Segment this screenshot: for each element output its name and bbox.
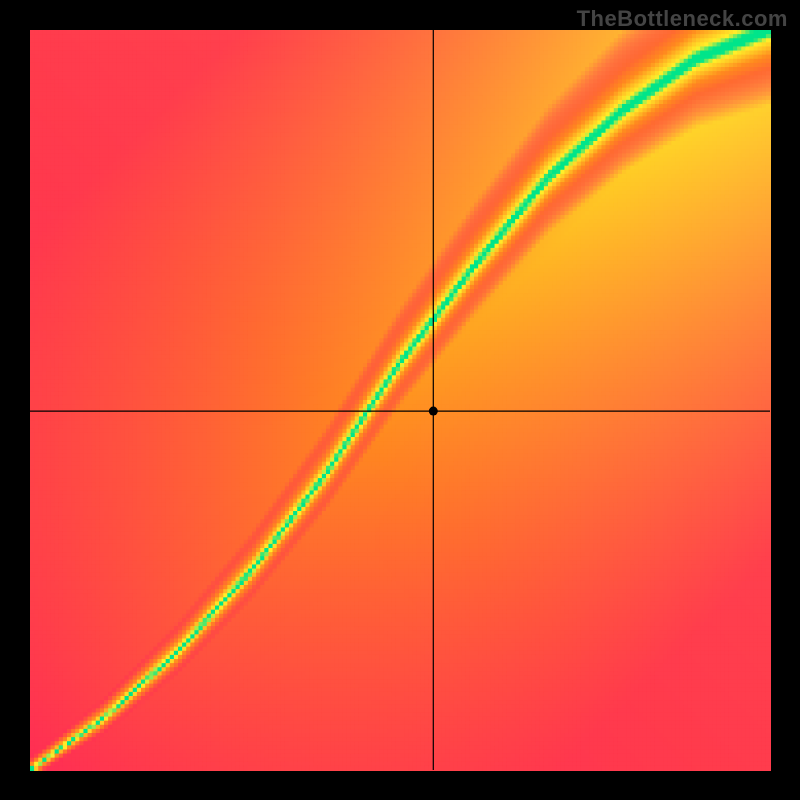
bottleneck-heatmap (0, 0, 800, 800)
watermark-label: TheBottleneck.com (577, 6, 788, 32)
